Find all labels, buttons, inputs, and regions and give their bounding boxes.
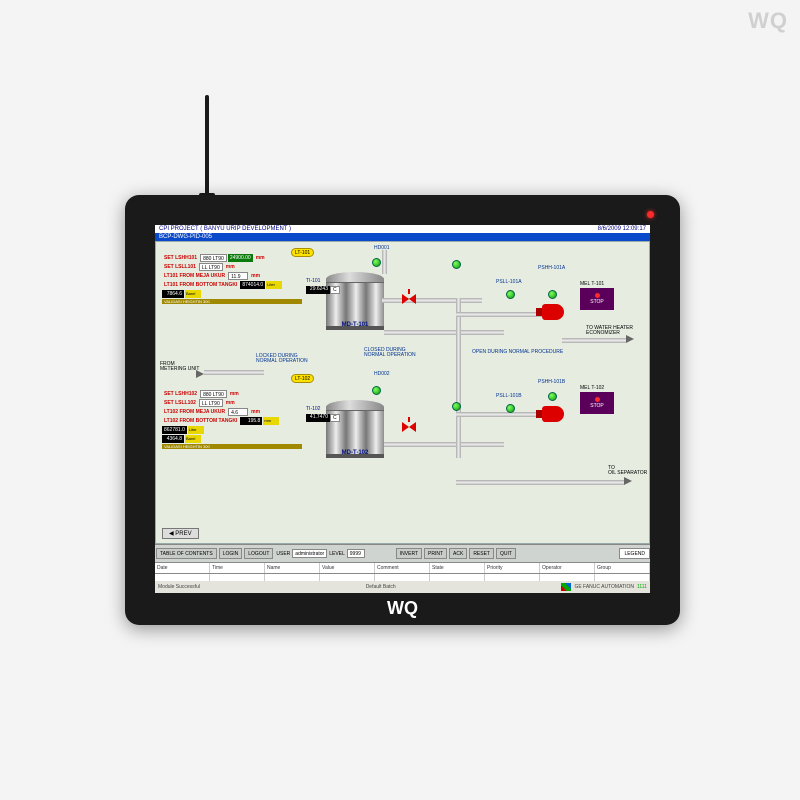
status-mid: Default Batch <box>366 584 396 590</box>
tag-lt102: LT-102 <box>291 374 314 383</box>
btn-login[interactable]: LOGIN <box>219 548 243 559</box>
lamp-icon <box>372 386 381 395</box>
pump-bot[interactable] <box>542 406 564 422</box>
status-vendor: GE FANUC AUTOMATION 1111 <box>561 583 647 591</box>
readout-strip-top: SET LSHH101880 LT9024900.00mm SET LSLL10… <box>162 254 302 304</box>
pid-canvas: FROMMETERING UNIT LT-101 HD001 SET LSHH1… <box>155 241 650 544</box>
vendor-icon <box>561 583 571 591</box>
screen: CPI PROJECT ( BANYU URIP DEVELOPMENT ) 8… <box>155 225 650 593</box>
label-to-oil: TOOIL SEPARATOR <box>608 466 647 477</box>
ti-101: TI-101 29.6243 C <box>306 286 340 294</box>
label-pshh101a: PSHH-101A <box>538 266 565 271</box>
ti-102: TI-102 41.7470 C <box>306 414 340 422</box>
titlebar-blue: BCP-DWG-PID-005 <box>155 233 650 241</box>
btn-print[interactable]: PRINT <box>424 548 447 559</box>
device-brand: WQ <box>387 598 418 619</box>
btn-logout[interactable]: LOGOUT <box>244 548 273 559</box>
btn-quit[interactable]: QUIT <box>496 548 516 559</box>
fld-level[interactable]: 9999 <box>347 549 365 558</box>
readout-strip-bot: SET LSHH102880 LT90mm SET LSLL102LL LT90… <box>162 390 302 449</box>
toolbar: TABLE OF CONTENTS LOGIN LOGOUT USER admi… <box>155 544 650 562</box>
lamp-icon <box>372 258 381 267</box>
label-pshh101b: PSHH-101B <box>538 380 565 385</box>
status-left: Module Successful <box>158 584 200 590</box>
prev-button[interactable]: ◀ PREV <box>162 528 199 539</box>
clock: 8/6/2009 12:09:17 <box>598 226 646 232</box>
pipe <box>204 370 264 375</box>
event-grid-row <box>155 573 650 581</box>
tank-top: MD-T-101 <box>326 272 384 330</box>
btn-toc[interactable]: TABLE OF CONTENTS <box>156 548 217 559</box>
tank-bot: MD-T-102 <box>326 400 384 458</box>
drawing-id: BCP-DWG-PID-005 <box>159 234 212 240</box>
note-closed: CLOSED DURINGNORMAL OPERATION <box>364 348 416 359</box>
btn-ack[interactable]: ACK <box>449 548 467 559</box>
label-psll101a: PSLL-101A <box>496 280 522 285</box>
project-title: CPI PROJECT ( BANYU URIP DEVELOPMENT ) <box>159 226 291 232</box>
pump-top[interactable] <box>542 304 564 320</box>
alarm-bot[interactable]: MEL T-102 STOP <box>580 392 614 414</box>
label-to-water: TO WATER HEATERECONOMIZER <box>586 326 633 337</box>
lbl-level: LEVEL <box>329 551 345 557</box>
label-from-metering: FROMMETERING UNIT <box>160 362 199 373</box>
btn-legend[interactable]: LEGEND <box>619 548 650 559</box>
note-locked: LOCKED DURINGNORMAL OPERATION <box>256 354 308 365</box>
label-hd002: HD002 <box>374 372 390 377</box>
btn-reset[interactable]: RESET <box>469 548 494 559</box>
valve-icon[interactable] <box>402 422 416 432</box>
tablet-device: WQ CPI PROJECT ( BANYU URIP DEVELOPMENT … <box>125 195 680 625</box>
antenna <box>205 95 209 195</box>
page-watermark: WQ <box>748 8 788 34</box>
arrow-in <box>196 370 204 378</box>
statusbar: Module Successful Default Batch GE FANUC… <box>155 581 650 593</box>
valve-icon[interactable] <box>402 294 416 304</box>
alarm-top[interactable]: MEL T-101 STOP <box>580 288 614 310</box>
note-open: OPEN DURING NORMAL PROCEDURE <box>472 350 563 355</box>
fld-user[interactable]: administrator <box>292 549 327 558</box>
titlebar-white: CPI PROJECT ( BANYU URIP DEVELOPMENT ) 8… <box>155 225 650 233</box>
label-psll101b: PSLL-101B <box>496 394 522 399</box>
power-led <box>647 211 654 218</box>
btn-invert[interactable]: INVERT <box>396 548 422 559</box>
event-grid-header: Date Time Name Value Comment State Prior… <box>155 562 650 573</box>
lbl-user: USER <box>276 551 290 557</box>
